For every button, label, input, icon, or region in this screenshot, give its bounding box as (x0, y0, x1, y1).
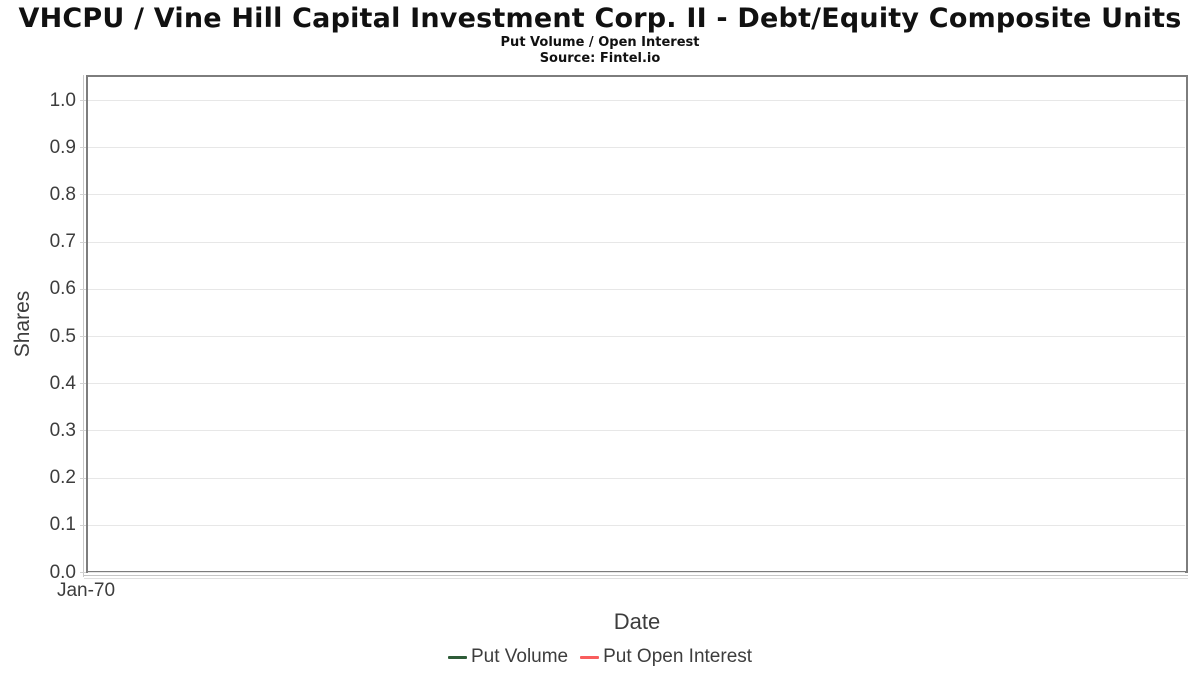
y-tick-label: 0.8 (49, 183, 76, 205)
y-tick-label: 0.0 (49, 561, 76, 583)
y-gridline (88, 194, 1185, 196)
y-tick-mark (80, 336, 86, 337)
x-axis-label: Date (613, 609, 661, 634)
y-gridline (88, 524, 1185, 526)
legend-label: Put Volume (470, 646, 569, 667)
legend-swatch (580, 655, 600, 659)
y-tick-label: 0.3 (49, 419, 76, 441)
y-axis-label: Shares (11, 290, 34, 358)
y-tick-label: 0.4 (49, 372, 76, 394)
y-tick-label: 0.5 (49, 325, 76, 347)
y-gridline (88, 288, 1185, 290)
legend: Put Volume Put Open Interest (0, 646, 1200, 668)
y-tick-mark (80, 147, 86, 149)
y-tick-label: 1.0 (49, 89, 76, 111)
y-tick-mark (80, 241, 86, 243)
legend-item: Put Open Interest (580, 646, 752, 668)
y-tick-mark (80, 524, 86, 526)
y-gridline (88, 430, 1185, 432)
y-tick-label: 0.2 (49, 467, 76, 489)
y-gridline (88, 477, 1185, 479)
legend-swatch (447, 655, 467, 659)
y-tick-label: 0.7 (49, 231, 76, 253)
y-gridline (88, 383, 1185, 385)
x-tick-label: Jan-70 (56, 580, 116, 601)
y-tick-label: 0.1 (49, 514, 76, 536)
y-gridline (88, 147, 1185, 149)
y-tick-mark (80, 430, 86, 432)
y-tick-label: 0.6 (49, 278, 76, 300)
y-gridline (88, 100, 1185, 101)
y-tick-mark (80, 100, 86, 101)
chart-source: Source: Fintel.io (539, 51, 661, 66)
y-tick-label: 0.9 (49, 136, 76, 158)
y-gridline (88, 572, 1185, 573)
plot-area (86, 75, 1188, 573)
legend-label: Put Open Interest (603, 646, 753, 667)
y-tick-mark (80, 288, 86, 290)
y-axis-line (83, 75, 84, 577)
y-gridline (88, 336, 1185, 337)
y-tick-mark (80, 194, 86, 196)
y-tick-mark (80, 477, 86, 479)
y-gridline (88, 241, 1185, 243)
x-axis-line (84, 575, 1188, 576)
x-axis-line-shadow (84, 578, 1188, 579)
y-tick-mark (80, 383, 86, 385)
legend-item: Put Volume (447, 646, 569, 668)
chart-subtitle: Put Volume / Open Interest (500, 35, 700, 50)
chart-title: VHCPU / Vine Hill Capital Investment Cor… (18, 3, 1182, 34)
y-tick-mark (80, 572, 86, 573)
